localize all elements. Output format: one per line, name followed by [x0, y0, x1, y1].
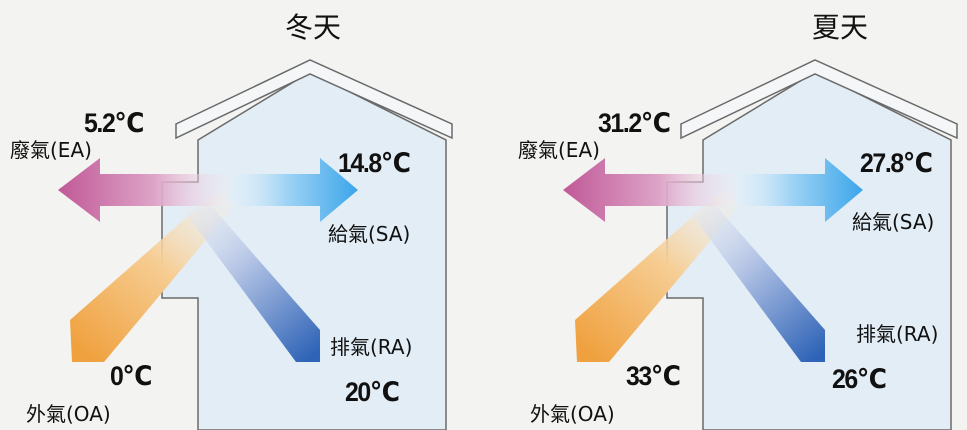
return-label-winter: 排氣(RA): [330, 335, 413, 359]
return-label-summer: 排氣(RA): [856, 322, 939, 346]
supply-label-winter: 給氣(SA): [328, 222, 411, 246]
outdoor-label-summer: 外氣(OA): [530, 402, 615, 426]
outdoor-temp-summer: 33℃: [626, 361, 681, 391]
outdoor-label-winter: 外氣(OA): [26, 402, 111, 426]
supply-temp-summer: 27.8℃: [860, 148, 933, 178]
exhaust-temp-summer: 31.2℃: [598, 108, 671, 138]
exhaust-label-summer: 廢氣(EA): [518, 138, 600, 162]
supply-temp-winter: 14.8℃: [338, 148, 411, 178]
return-temp-winter: 20℃: [345, 377, 400, 407]
supply-label-summer: 給氣(SA): [852, 210, 935, 234]
exhaust-label-winter: 廢氣(EA): [10, 138, 92, 162]
outdoor-temp-winter: 0℃: [110, 361, 153, 391]
season-title-winter: 冬天: [285, 11, 342, 44]
return-temp-summer: 26℃: [832, 364, 887, 394]
season-title-summer: 夏天: [812, 11, 869, 44]
exhaust-temp-winter: 5.2℃: [84, 108, 144, 138]
